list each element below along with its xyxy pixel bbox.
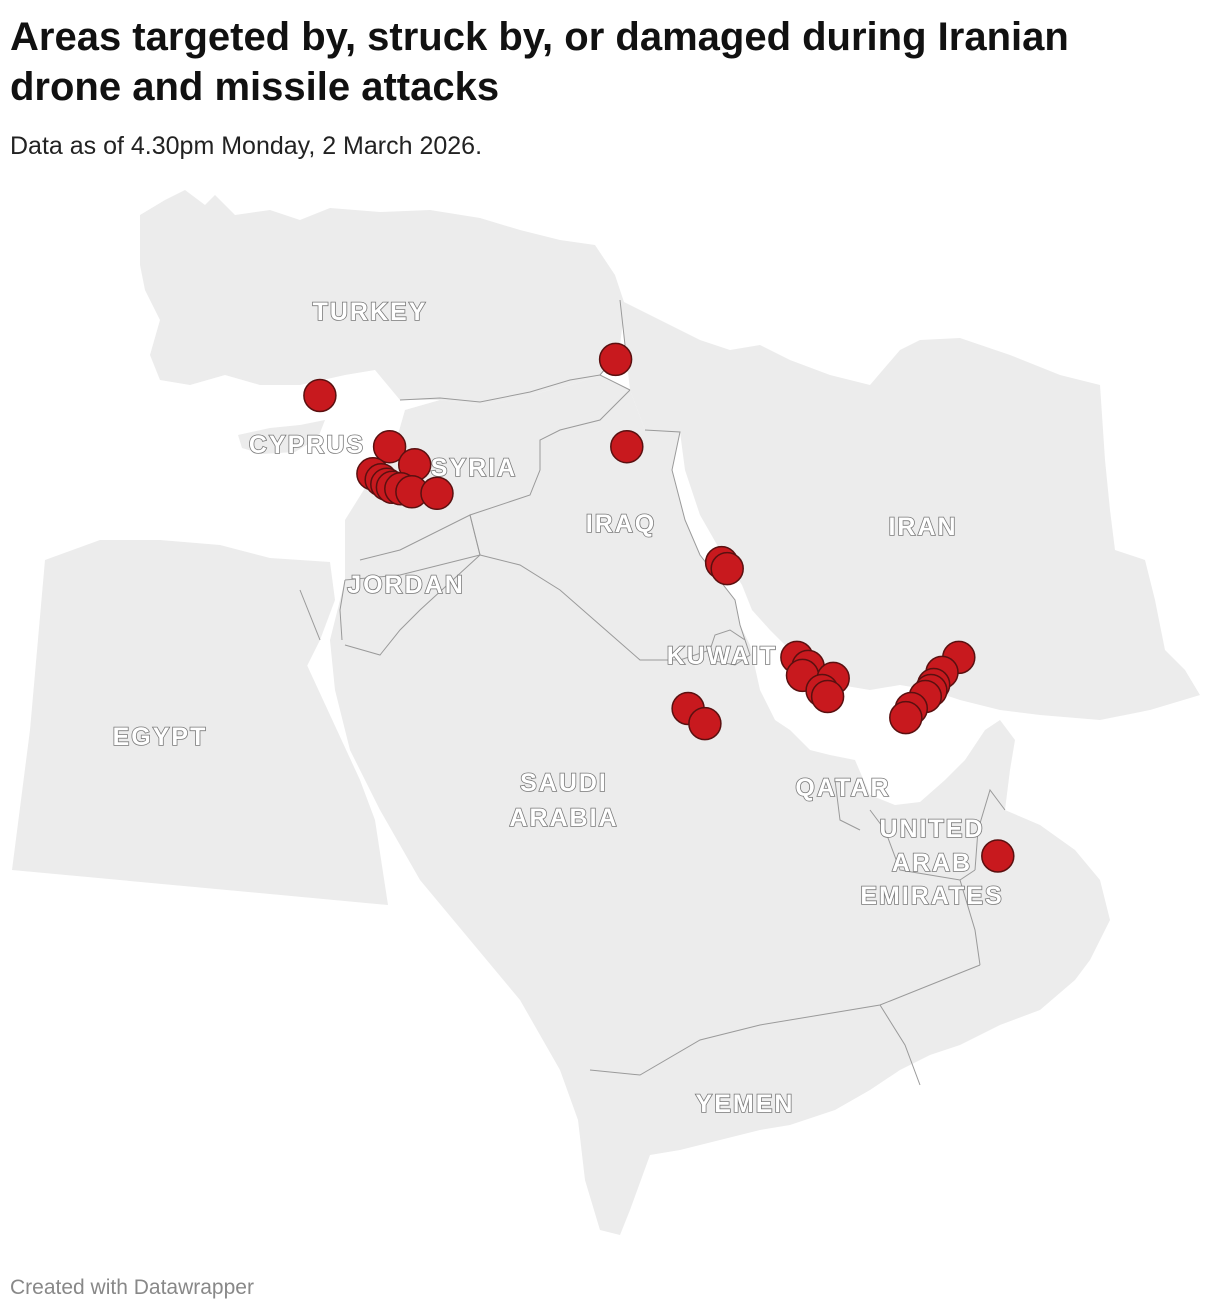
arabian-landmass (330, 375, 1110, 1235)
label-uae-line3: EMIRATES (860, 882, 1003, 910)
land-layer (12, 190, 1200, 1235)
border-uae-oman (974, 788, 1006, 871)
border-iraq-saudi (479, 554, 711, 661)
border-qatar (834, 779, 861, 831)
label-turkey: TURKEY (313, 298, 428, 326)
label-kuwait: KUWAIT (667, 642, 778, 670)
label-uae-line1: UNITED (879, 815, 984, 843)
border-saudi-oman (959, 879, 981, 966)
country-labels: TURKEY CYPRUS SYRIA IRAQ IRAN JORDAN KUW… (112, 297, 1003, 1119)
border-jordan (344, 514, 481, 581)
label-iraq: IRAQ (586, 510, 657, 538)
attack-marker[interactable] (372, 429, 407, 464)
borders-layer (299, 299, 1006, 1086)
border-kuwait (709, 629, 751, 666)
border-iraq-iran (644, 429, 746, 641)
label-syria: SYRIA (431, 454, 517, 482)
label-saudi-line1: SAUDI (520, 769, 608, 797)
border-saudi-yemen (589, 964, 981, 1076)
label-cyprus: CYPRUS (249, 431, 365, 459)
sinai (270, 558, 335, 670)
country-cyprus (238, 420, 325, 454)
label-yemen: YEMEN (696, 1090, 795, 1118)
border-syria-iraq (469, 389, 631, 556)
label-iran: IRAN (888, 513, 957, 541)
attack-marker[interactable] (610, 429, 644, 464)
map-subtitle: Data as of 4.30pm Monday, 2 March 2026. (10, 132, 483, 160)
country-turkey (140, 190, 625, 405)
label-jordan: JORDAN (347, 571, 465, 599)
attack-markers (303, 342, 1015, 873)
credit-footer: Created with Datawrapper (10, 1276, 254, 1299)
middle-east-map: TURKEY CYPRUS SYRIA IRAQ IRAN JORDAN KUW… (12, 190, 1200, 1235)
attack-marker[interactable] (688, 706, 722, 741)
attack-marker[interactable] (420, 476, 454, 511)
country-iran (620, 300, 1200, 720)
border-israel (339, 579, 346, 641)
border-uae-saudi (869, 809, 976, 881)
border-jordan-saudi (344, 554, 481, 656)
attack-marker[interactable] (889, 700, 923, 735)
border-yemen-oman (879, 1004, 921, 1086)
attack-marker[interactable] (710, 551, 744, 586)
attack-marker[interactable] (303, 378, 337, 413)
label-egypt: EGYPT (113, 723, 208, 751)
label-uae-line2: ARAB (892, 849, 972, 877)
label-qatar: QATAR (795, 774, 890, 802)
border-egypt-israel (299, 589, 321, 641)
map-title: Areas targeted by, struck by, or damaged… (10, 15, 1069, 109)
attack-marker[interactable] (981, 839, 1015, 873)
attack-marker[interactable] (810, 679, 845, 714)
label-saudi-line2: ARABIA (509, 804, 618, 832)
attack-marker[interactable] (598, 342, 633, 377)
